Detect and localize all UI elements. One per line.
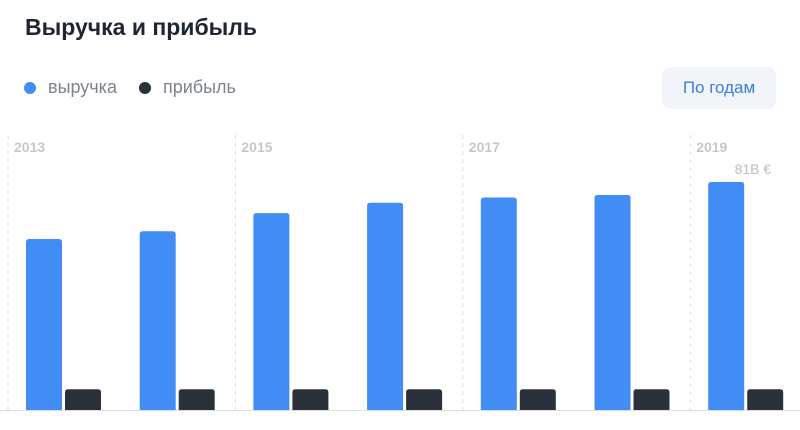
bar-revenue-2018 bbox=[594, 194, 631, 410]
bar-profit-2016 bbox=[406, 389, 443, 410]
bar-revenue-2017 bbox=[480, 197, 517, 410]
bar-profit-2019 bbox=[747, 389, 784, 410]
legend-item-revenue: выручка bbox=[24, 77, 117, 98]
bar-profit-2014 bbox=[178, 389, 215, 410]
bar-profit-2015 bbox=[292, 389, 329, 410]
bar-profit-2013 bbox=[65, 389, 101, 410]
period-toggle-button[interactable]: По годам bbox=[662, 67, 776, 109]
bar-profit-2018 bbox=[633, 389, 670, 410]
bar-chart: 2013 2015 2017 2019 81B € bbox=[0, 135, 800, 411]
bar-revenue-2015 bbox=[253, 213, 290, 410]
x-tick-label-2015: 2015 bbox=[241, 139, 272, 155]
legend-dot-profit-icon bbox=[138, 81, 151, 94]
legend-item-profit: прибыль bbox=[138, 77, 236, 98]
bar-revenue-2013 bbox=[26, 239, 62, 410]
bar-profit-2017 bbox=[519, 389, 556, 410]
chart-title: Выручка и прибыль bbox=[25, 14, 258, 40]
x-tick-label-2017: 2017 bbox=[469, 139, 500, 155]
legend-label-revenue: выручка bbox=[48, 77, 117, 97]
legend-dot-revenue-icon bbox=[24, 81, 36, 94]
legend: выручка прибыль bbox=[24, 77, 258, 98]
data-label-2019: 81B € bbox=[735, 161, 772, 177]
x-tick-label-2019: 2019 bbox=[696, 139, 727, 155]
bar-revenue-2019 bbox=[708, 182, 745, 410]
bar-revenue-2014 bbox=[139, 231, 176, 410]
legend-label-profit: прибыль bbox=[162, 77, 236, 97]
bar-revenue-2016 bbox=[367, 202, 404, 410]
x-tick-label-2013: 2013 bbox=[14, 139, 45, 155]
